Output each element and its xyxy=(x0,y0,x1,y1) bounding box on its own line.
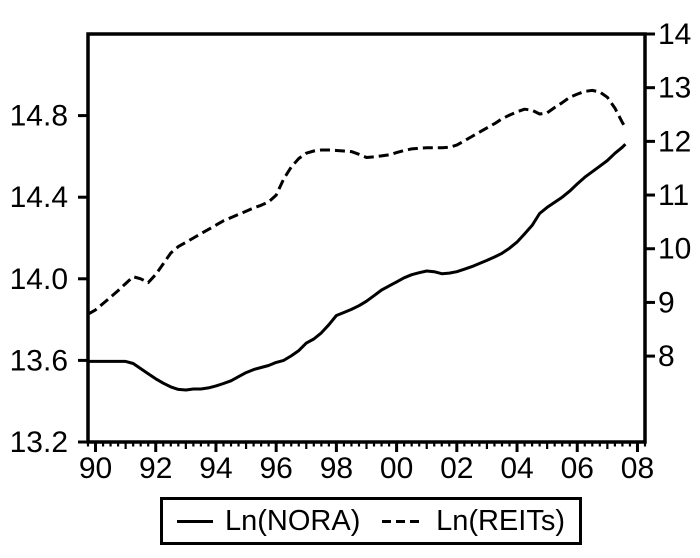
x-axis-label: 96 xyxy=(259,452,292,485)
series-line-lnnora xyxy=(88,143,627,392)
plot-frame xyxy=(86,32,647,444)
right-axis-label: 8 xyxy=(658,340,675,373)
left-axis-label: 14.0 xyxy=(10,263,68,296)
series-line-lnreits xyxy=(87,88,627,316)
left-axis-label: 13.6 xyxy=(10,344,68,377)
right-axis-label: 9 xyxy=(658,286,675,319)
left-axis-label: 14.4 xyxy=(10,181,68,214)
right-axis-label: 11 xyxy=(658,179,689,212)
x-axis-label: 90 xyxy=(79,452,112,485)
chart-legend: Ln(NORA) Ln(REITs) xyxy=(160,497,582,545)
dashed-line-swatch xyxy=(382,519,425,523)
x-axis-label: 00 xyxy=(380,452,413,485)
x-axis-label: 08 xyxy=(621,452,654,485)
x-axis-label: 98 xyxy=(320,452,353,485)
legend-item-nora: Ln(NORA) xyxy=(177,505,360,538)
right-axis-label: 10 xyxy=(658,233,691,266)
right-axis-label: 13 xyxy=(658,72,691,105)
x-axis-label: 94 xyxy=(199,452,232,485)
legend-item-reits: Ln(REITs) xyxy=(382,505,565,538)
left-axis-label: 13.2 xyxy=(10,426,68,459)
x-axis-label: 02 xyxy=(440,452,473,485)
legend-label-reits: Ln(REITs) xyxy=(436,504,565,537)
solid-line-swatch xyxy=(177,519,213,523)
left-axis-label: 14.8 xyxy=(10,100,68,133)
x-axis-label: 04 xyxy=(500,452,533,485)
legend-label-nora: Ln(NORA) xyxy=(225,504,361,537)
x-axis-label: 06 xyxy=(561,452,594,485)
right-axis-label: 14 xyxy=(658,18,691,51)
right-axis-label: 12 xyxy=(658,125,691,158)
x-axis-label: 92 xyxy=(139,452,172,485)
